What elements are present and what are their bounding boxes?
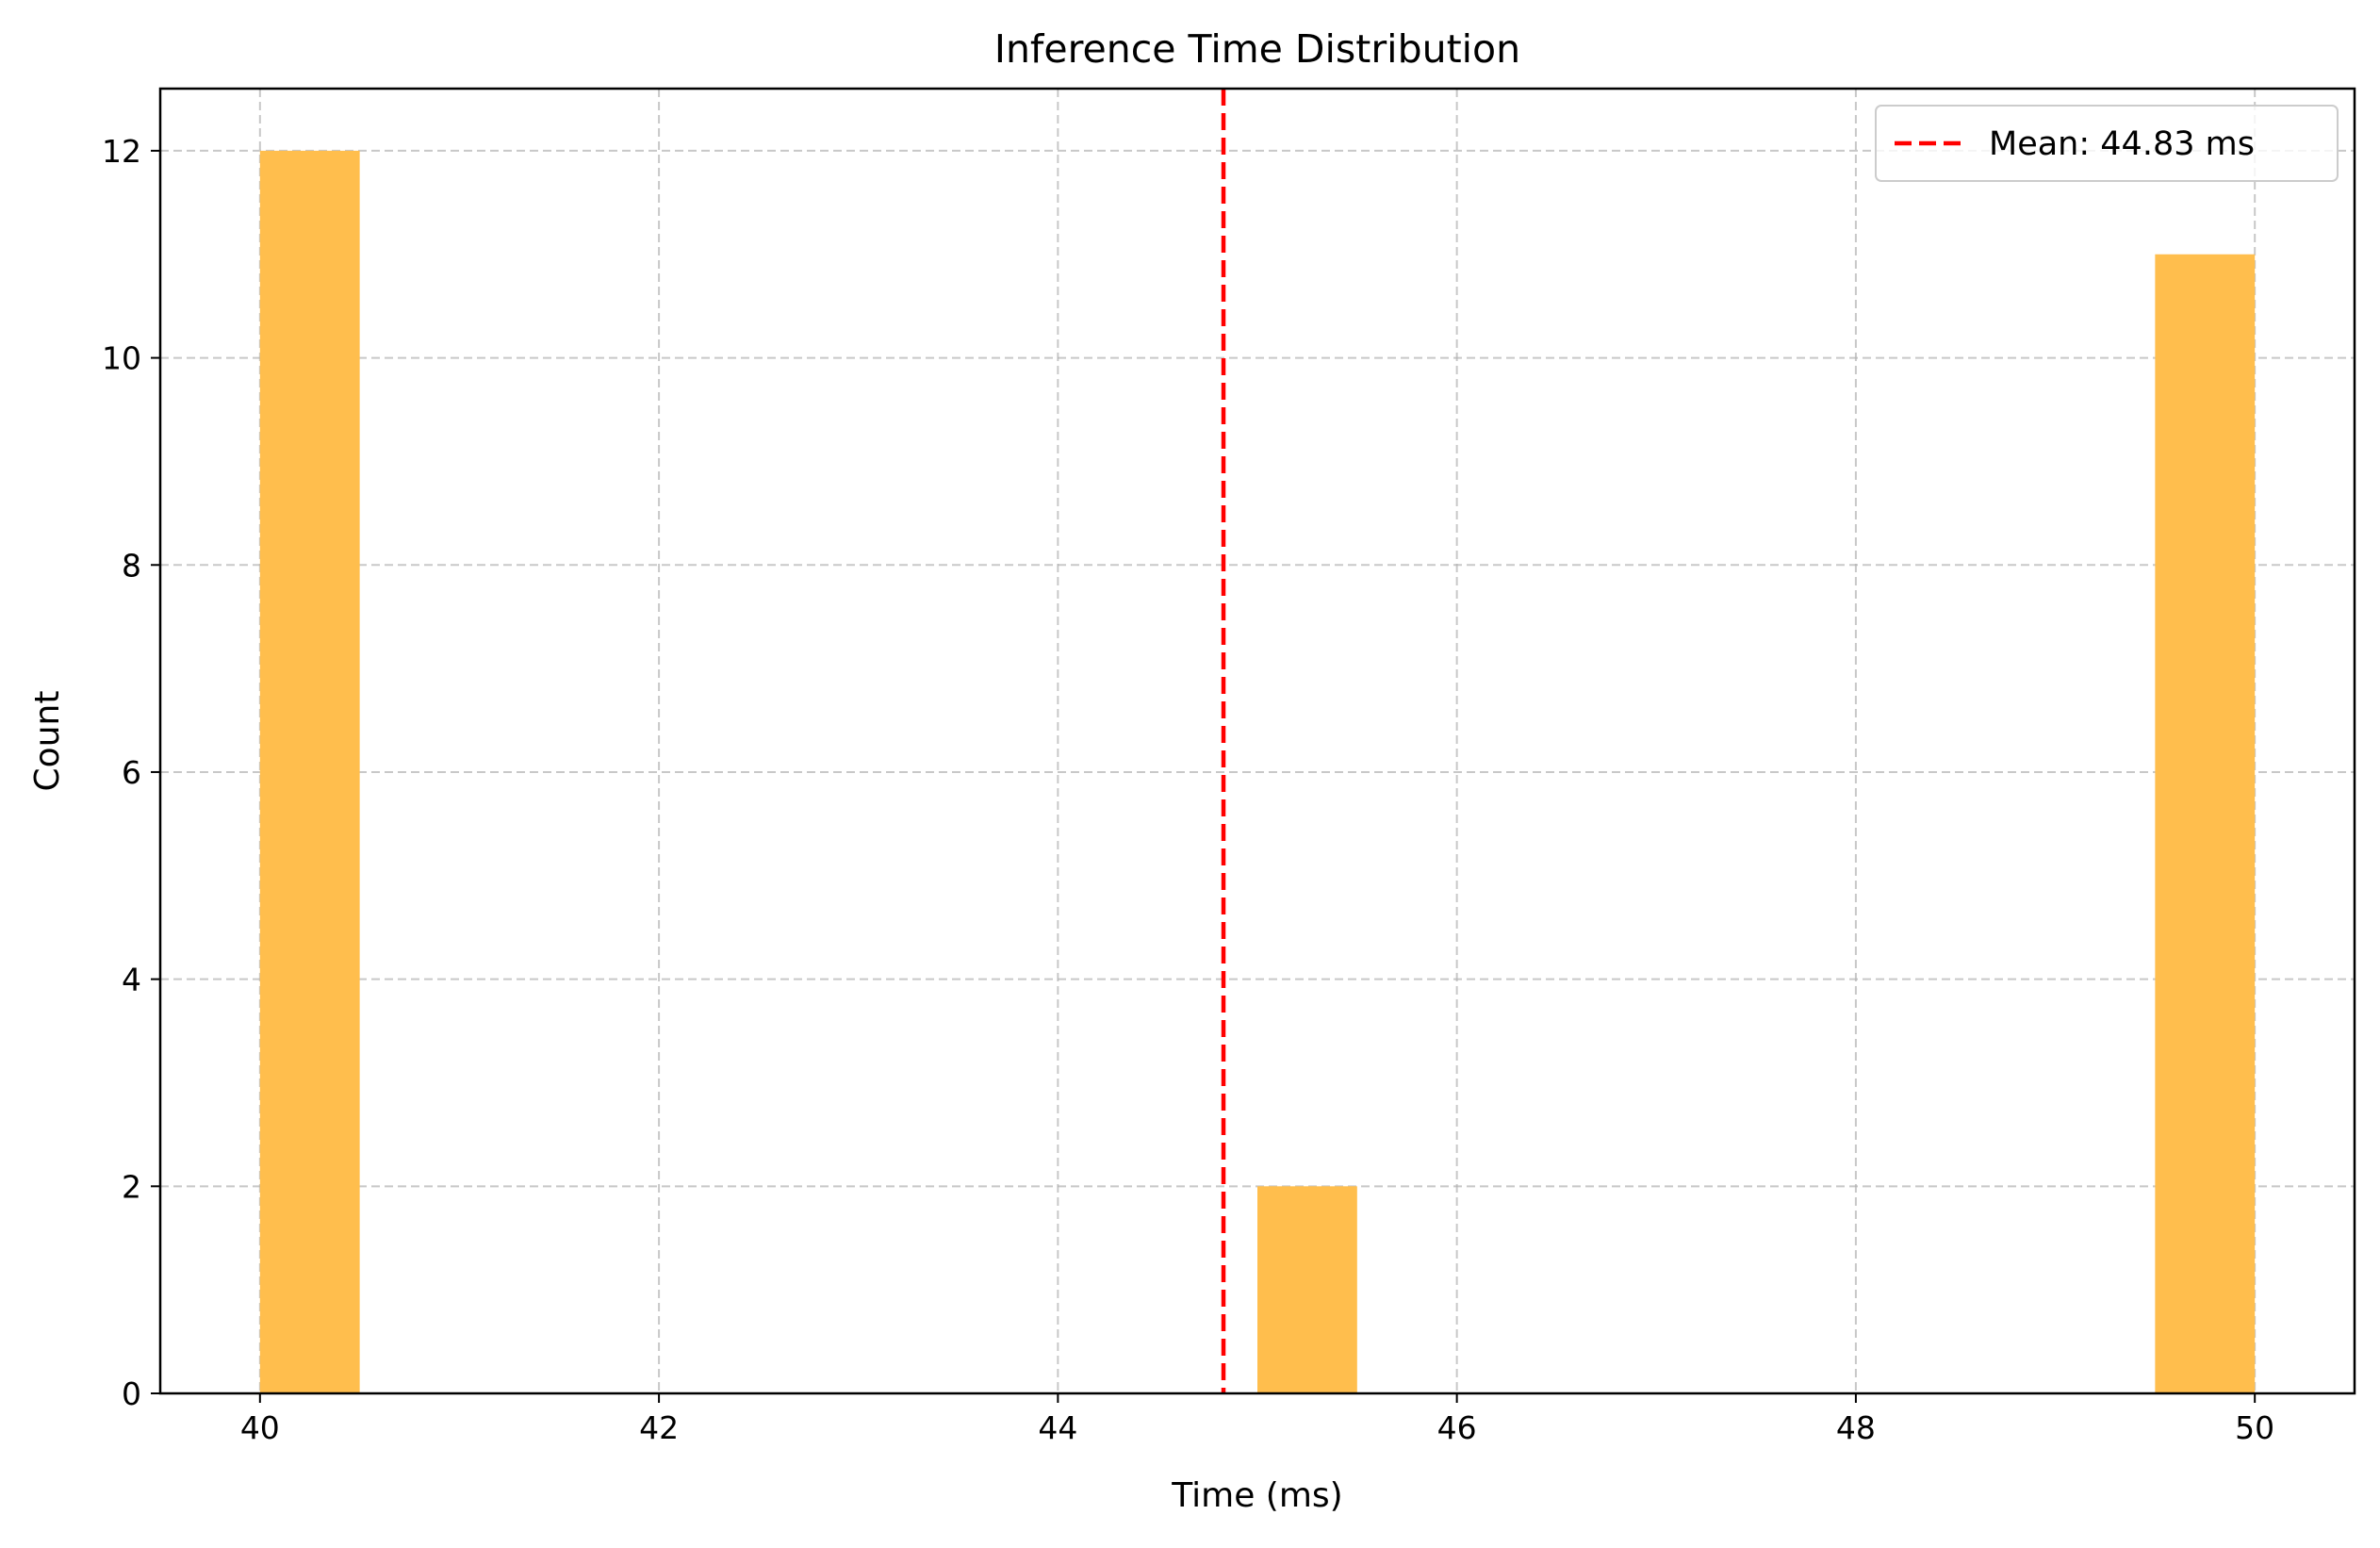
histogram-bar xyxy=(2155,254,2256,1393)
legend-box xyxy=(1875,105,2339,182)
x-tick-label: 48 xyxy=(1836,1409,1876,1446)
y-tick-label: 12 xyxy=(102,133,141,170)
legend-mean-label: Mean: 44.83 ms xyxy=(1989,125,2255,163)
x-tick-label: 50 xyxy=(2235,1409,2274,1446)
y-tick-label: 6 xyxy=(122,754,141,791)
y-axis-label: Count xyxy=(28,691,67,792)
y-tick-label: 0 xyxy=(122,1375,141,1412)
plot-frame xyxy=(158,87,2356,1395)
histogram-bars xyxy=(259,150,2256,1393)
x-tick-label: 42 xyxy=(639,1409,679,1446)
chart-title: Inference Time Distribution xyxy=(994,26,1520,72)
y-tick-label: 8 xyxy=(122,547,141,584)
x-tick-label: 44 xyxy=(1038,1409,1077,1446)
y-tick-label: 10 xyxy=(102,340,141,377)
legend: Mean: 44.83 ms xyxy=(1875,105,2339,182)
x-axis-label: Time (ms) xyxy=(1171,1476,1342,1515)
y-tick-label: 4 xyxy=(122,962,141,998)
x-tick-label: 40 xyxy=(240,1409,280,1446)
x-tick-label: 46 xyxy=(1437,1409,1477,1446)
histogram-bar xyxy=(1257,1186,1357,1393)
y-tick-label: 2 xyxy=(122,1168,141,1205)
histogram-bar xyxy=(259,150,360,1393)
